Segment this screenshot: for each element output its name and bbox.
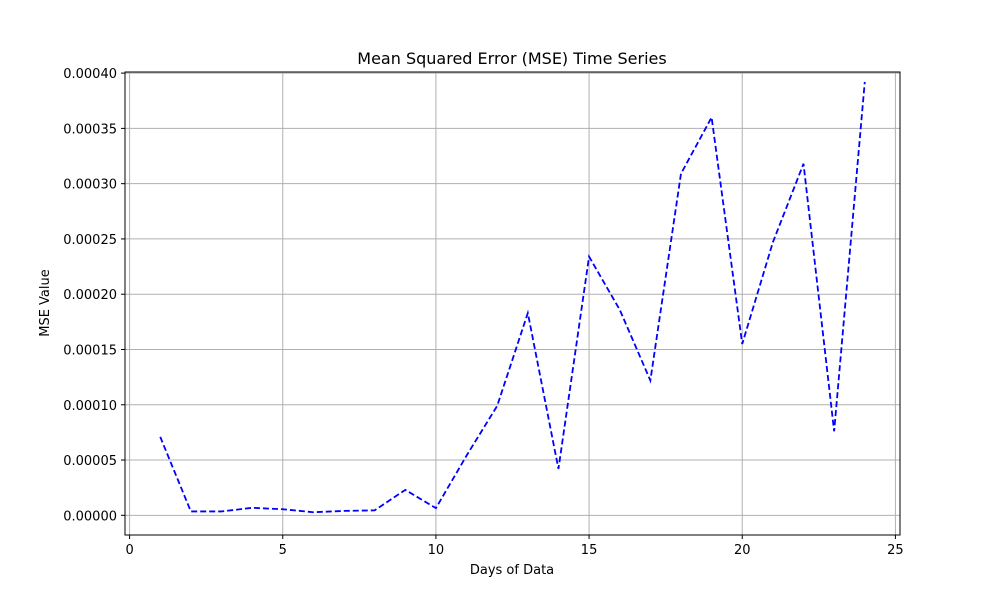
x-tick-label: 5 [279, 543, 287, 558]
y-axis-ticks: 0.00000 0.00005 0.00010 0.00015 0.00020 0.000… [63, 67, 125, 524]
chart-title: Mean Squared Error (MSE) Time Series [357, 49, 666, 68]
x-tick-label: 20 [734, 543, 751, 558]
plot-frame [124, 71, 901, 536]
y-tick-label: 0.00025 [63, 233, 117, 248]
y-tick-label: 0.00005 [63, 454, 117, 469]
y-tick-label: 0.00030 [63, 178, 117, 193]
x-tick-label: 10 [428, 543, 445, 558]
y-axis-label: MSE Value [38, 269, 53, 337]
x-axis-label: Days of Data [470, 563, 554, 578]
y-tick-label: 0.00035 [63, 122, 117, 137]
y-tick-label: 0.00020 [63, 288, 117, 303]
x-axis-ticks: 0 5 10 15 20 25 [125, 535, 904, 558]
mse-series-line [159, 81, 866, 514]
x-tick-label: 0 [125, 543, 133, 558]
y-tick-label: 0.00000 [63, 509, 117, 524]
series-layer [159, 81, 866, 514]
y-tick-label: 0.00015 [63, 343, 117, 358]
grid-lines [125, 72, 900, 535]
y-tick-label: 0.00040 [63, 67, 117, 82]
x-tick-label: 25 [887, 543, 904, 558]
x-tick-label: 15 [581, 543, 598, 558]
y-tick-label: 0.00010 [63, 399, 117, 414]
